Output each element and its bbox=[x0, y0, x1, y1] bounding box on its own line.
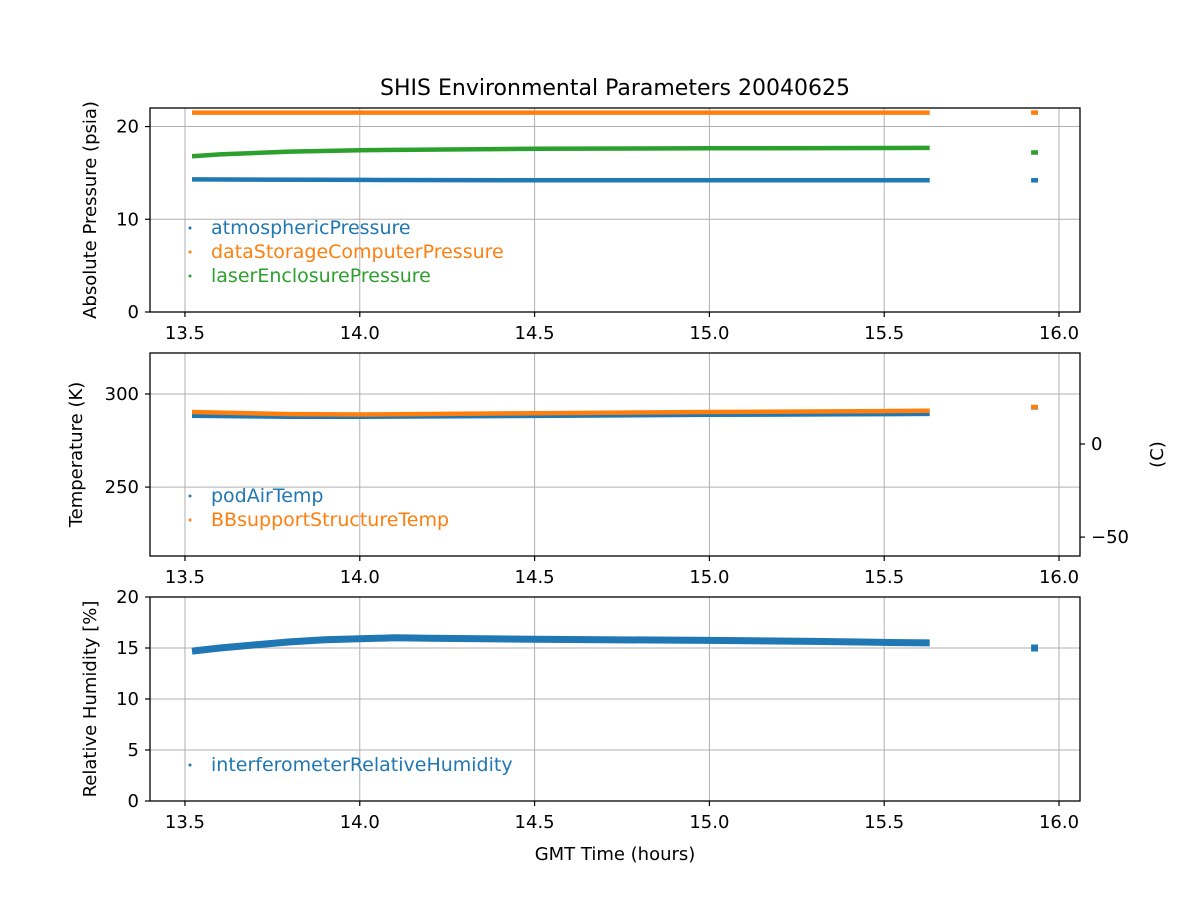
x-tick-label: 14.0 bbox=[340, 323, 380, 344]
x-tick-label: 13.5 bbox=[165, 323, 205, 344]
y-tick-label: 5 bbox=[128, 740, 139, 761]
legend-label: dataStorageComputerPressure bbox=[211, 241, 504, 263]
y2-axis-label: (C) bbox=[1147, 441, 1168, 468]
y-tick-label: 250 bbox=[105, 477, 139, 498]
series-line bbox=[191, 408, 930, 417]
legend: atmosphericPressuredataStorageComputerPr… bbox=[188, 217, 504, 287]
x-tick-label: 15.5 bbox=[864, 567, 904, 588]
x-tick-label: 16.0 bbox=[1039, 812, 1079, 833]
x-tick-label: 15.0 bbox=[689, 323, 729, 344]
x-axis-label: GMT Time (hours) bbox=[535, 844, 696, 865]
plot-frame bbox=[149, 352, 1081, 557]
legend-label: atmosphericPressure bbox=[211, 217, 411, 239]
legend-marker bbox=[188, 494, 192, 498]
y-tick-label: 20 bbox=[116, 587, 139, 608]
x-tick-label: 14.5 bbox=[515, 567, 555, 588]
y-tick-label: 0 bbox=[128, 791, 139, 812]
x-tick-label: 14.0 bbox=[340, 812, 380, 833]
series-line bbox=[191, 634, 930, 655]
x-tick-label: 16.0 bbox=[1039, 323, 1079, 344]
legend-marker bbox=[188, 250, 192, 254]
legend-label: podAirTemp bbox=[211, 485, 323, 507]
series-atmosphericPressure bbox=[191, 177, 1038, 183]
y2-tick-label: −50 bbox=[1091, 527, 1129, 548]
panels: 13.5 14.0 14.5 15.0 15.5 16.0 0 10 20 Absolute Pr… bbox=[66, 101, 1168, 833]
y-tick-label: 20 bbox=[116, 117, 139, 138]
y-axis-label: Absolute Pressure (psia) bbox=[80, 101, 101, 319]
legend: interferometerRelativeHumidity bbox=[188, 754, 513, 776]
series-line bbox=[191, 145, 930, 159]
y-tick-label: 10 bbox=[116, 689, 139, 710]
x-tick-label: 13.5 bbox=[165, 812, 205, 833]
panel-2: 13.5 14.0 14.5 15.0 15.5 16.0 250 300 Temperatur… bbox=[66, 352, 1168, 588]
plot-frame bbox=[149, 107, 1081, 313]
panel-1: 13.5 14.0 14.5 15.0 15.5 16.0 0 10 20 Absolute Pr… bbox=[80, 101, 1081, 344]
x-tick-label: 15.0 bbox=[689, 812, 729, 833]
series-interferometerRelativeHumidity bbox=[191, 634, 1038, 655]
x-tick-label: 15.5 bbox=[864, 323, 904, 344]
x-tick-label: 15.5 bbox=[864, 812, 904, 833]
y-axis-label: Temperature (K) bbox=[66, 382, 87, 529]
panel-3: 13.5 14.0 14.5 15.0 15.5 16.0 0 5 10 15 20 Relative… bbox=[80, 587, 1081, 833]
y-tick-label: 15 bbox=[116, 638, 139, 659]
y-axis-label: Relative Humidity [%] bbox=[80, 601, 101, 798]
y-tick-label: 10 bbox=[116, 209, 139, 230]
series-laserEnclosurePressure bbox=[191, 145, 1038, 159]
x-tick-label: 14.0 bbox=[340, 567, 380, 588]
legend-label: BBsupportStructureTemp bbox=[211, 509, 449, 531]
y2-tick-label: 0 bbox=[1091, 434, 1102, 455]
legend-marker bbox=[188, 274, 192, 278]
x-tick-label: 14.5 bbox=[515, 812, 555, 833]
legend-marker bbox=[188, 518, 192, 522]
legend-label: laserEnclosurePressure bbox=[211, 265, 431, 287]
legend-marker bbox=[188, 763, 192, 767]
x-tick-label: 16.0 bbox=[1039, 567, 1079, 588]
y-tick-label: 0 bbox=[128, 302, 139, 323]
y-tick-label: 300 bbox=[105, 384, 139, 405]
series-line bbox=[191, 177, 930, 183]
chart-title: SHIS Environmental Parameters 20040625 bbox=[380, 76, 850, 101]
x-tick-label: 13.5 bbox=[165, 567, 205, 588]
series-BBsupportStructureTemp bbox=[191, 404, 1038, 417]
series-line bbox=[191, 411, 930, 419]
x-tick-label: 15.0 bbox=[689, 567, 729, 588]
legend-label: interferometerRelativeHumidity bbox=[211, 754, 513, 776]
legend-marker bbox=[188, 226, 192, 230]
x-tick-label: 14.5 bbox=[515, 323, 555, 344]
